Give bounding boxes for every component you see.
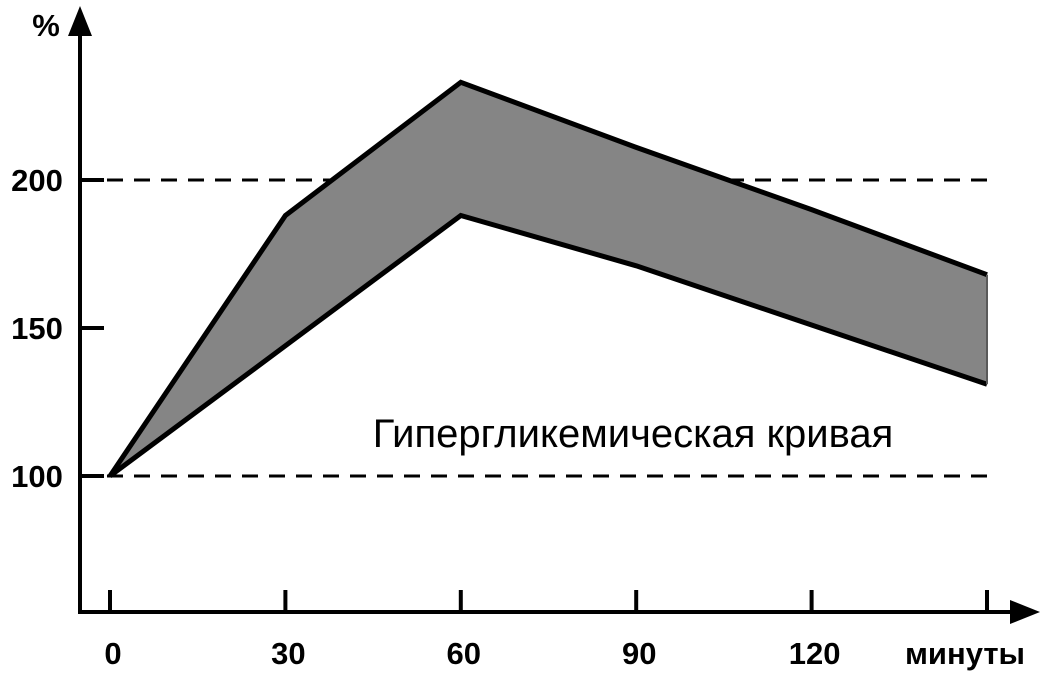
y-axis-unit-label: % xyxy=(32,8,60,43)
y-tick-label-100: 100 xyxy=(11,459,63,494)
x-tick-label-120: 120 xyxy=(789,636,841,671)
x-axis-arrow xyxy=(1010,600,1040,624)
x-tick-label-60: 60 xyxy=(447,636,481,671)
x-tick-label-30: 30 xyxy=(271,636,305,671)
upper-boundary-line xyxy=(107,79,988,478)
x-axis-unit-label: минуты xyxy=(905,636,1025,671)
curve-annotation: Гипергликемическая кривая xyxy=(373,412,894,456)
y-tick-label-200: 200 xyxy=(11,163,63,198)
y-axis-arrow xyxy=(68,6,92,36)
y-tick-label-150: 150 xyxy=(11,311,63,346)
x-tick-label-90: 90 xyxy=(622,636,656,671)
ticks: 0 30 60 90 120 100 150 200 xyxy=(11,163,989,671)
x-tick-label-0: 0 xyxy=(104,636,121,671)
lower-boundary-line xyxy=(108,212,988,479)
band-fill xyxy=(110,82,987,477)
band-layer xyxy=(107,79,988,479)
axes xyxy=(68,6,1040,624)
